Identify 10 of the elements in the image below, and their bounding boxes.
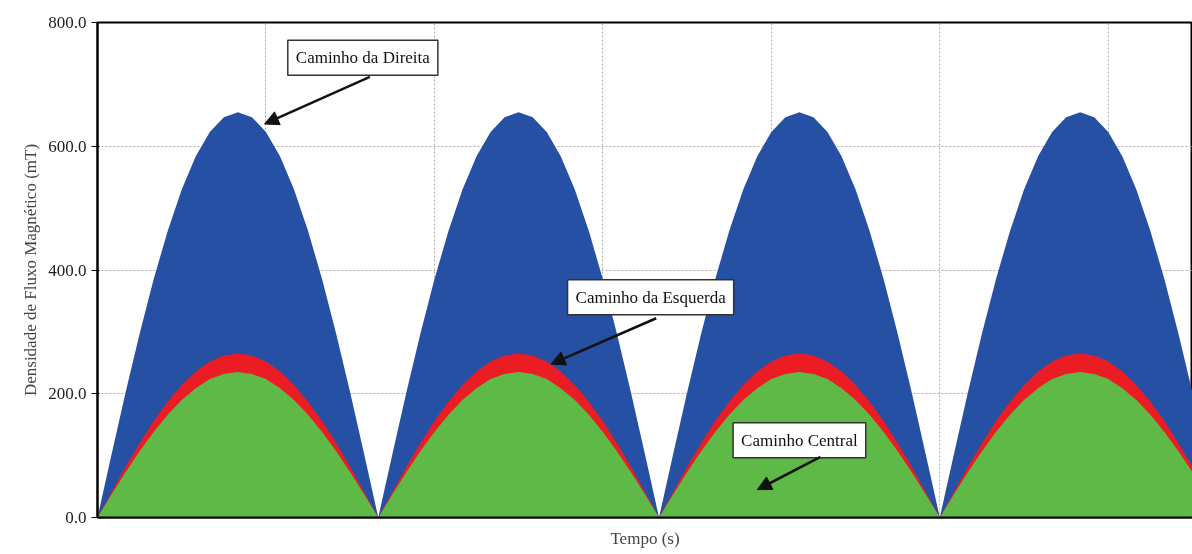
y-tick-label: 600.0 [48, 136, 87, 156]
y-tick-label: 200.0 [48, 384, 87, 404]
y-axis-title: Densidade de Fluxo Magnético (mT) [21, 143, 41, 397]
x-axis-title: Tempo (s) [610, 528, 680, 548]
y-tick-label: 400.0 [48, 260, 87, 280]
series-label: Caminho Central [741, 430, 859, 450]
text: Caminho da Esquerda [575, 287, 727, 307]
text: Caminho da Direita [295, 48, 431, 68]
y-tick-label: 0.0 [65, 508, 87, 527]
y-tick-label: 800.0 [48, 13, 87, 32]
